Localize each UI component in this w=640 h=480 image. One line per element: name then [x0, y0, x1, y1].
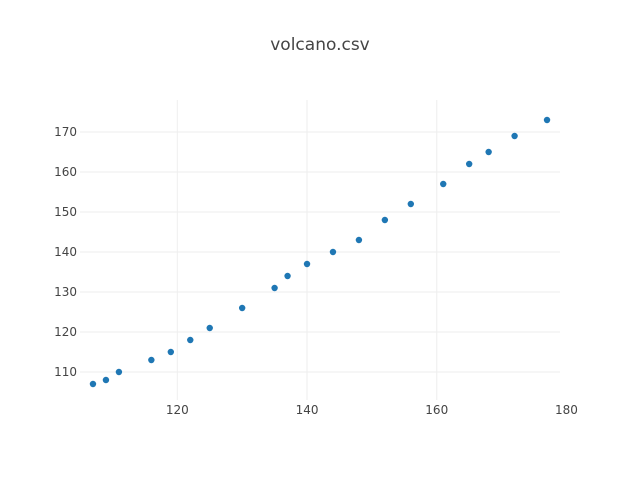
scatter-point-0-11	[329, 248, 337, 256]
scatter-point-0-5	[187, 336, 194, 344]
scatter-point-0-16	[465, 160, 473, 168]
y-tick-label-130: 130	[54, 285, 77, 299]
scatter-point-0-18	[511, 132, 518, 140]
scatter-point-0-6	[206, 324, 213, 332]
scatter-point-0-0	[89, 380, 97, 388]
chart-title: volcano.csv	[270, 35, 370, 55]
scatter-point-0-10	[303, 260, 311, 268]
scatter-points	[89, 116, 551, 388]
scatter-point-0-15	[440, 180, 447, 188]
x-tick-label-180: 180	[555, 403, 578, 417]
y-tick-label-140: 140	[54, 245, 77, 259]
scatter-point-0-13	[381, 216, 389, 224]
scatter-point-0-7	[238, 304, 246, 312]
scatter-point-0-17	[485, 148, 492, 156]
scatter-point-0-19	[543, 116, 551, 124]
scatter-point-0-4	[167, 348, 175, 356]
y-tick-label-160: 160	[54, 165, 77, 179]
x-tick-label-160: 160	[425, 403, 448, 417]
y-tick-label-150: 150	[54, 205, 77, 219]
x-tick-label-140: 140	[296, 403, 319, 417]
grid-layer	[80, 100, 560, 400]
y-tick-label-170: 170	[54, 125, 77, 139]
scatter-point-0-8	[271, 284, 278, 292]
tick-label-layer: 110 120 130 140 150 160 170 120 140 160 180	[54, 125, 578, 417]
x-tick-label-120: 120	[166, 403, 189, 417]
scatter-point-0-9	[284, 272, 291, 280]
scatter-point-0-3	[148, 356, 155, 364]
y-tick-label-110: 110	[54, 365, 77, 379]
scatter-point-0-2	[115, 368, 123, 376]
scatter-point-0-1	[102, 376, 110, 384]
scatter-point-0-14	[407, 200, 415, 208]
y-tick-label-120: 120	[54, 325, 77, 339]
scatter-point-0-12	[355, 236, 363, 244]
